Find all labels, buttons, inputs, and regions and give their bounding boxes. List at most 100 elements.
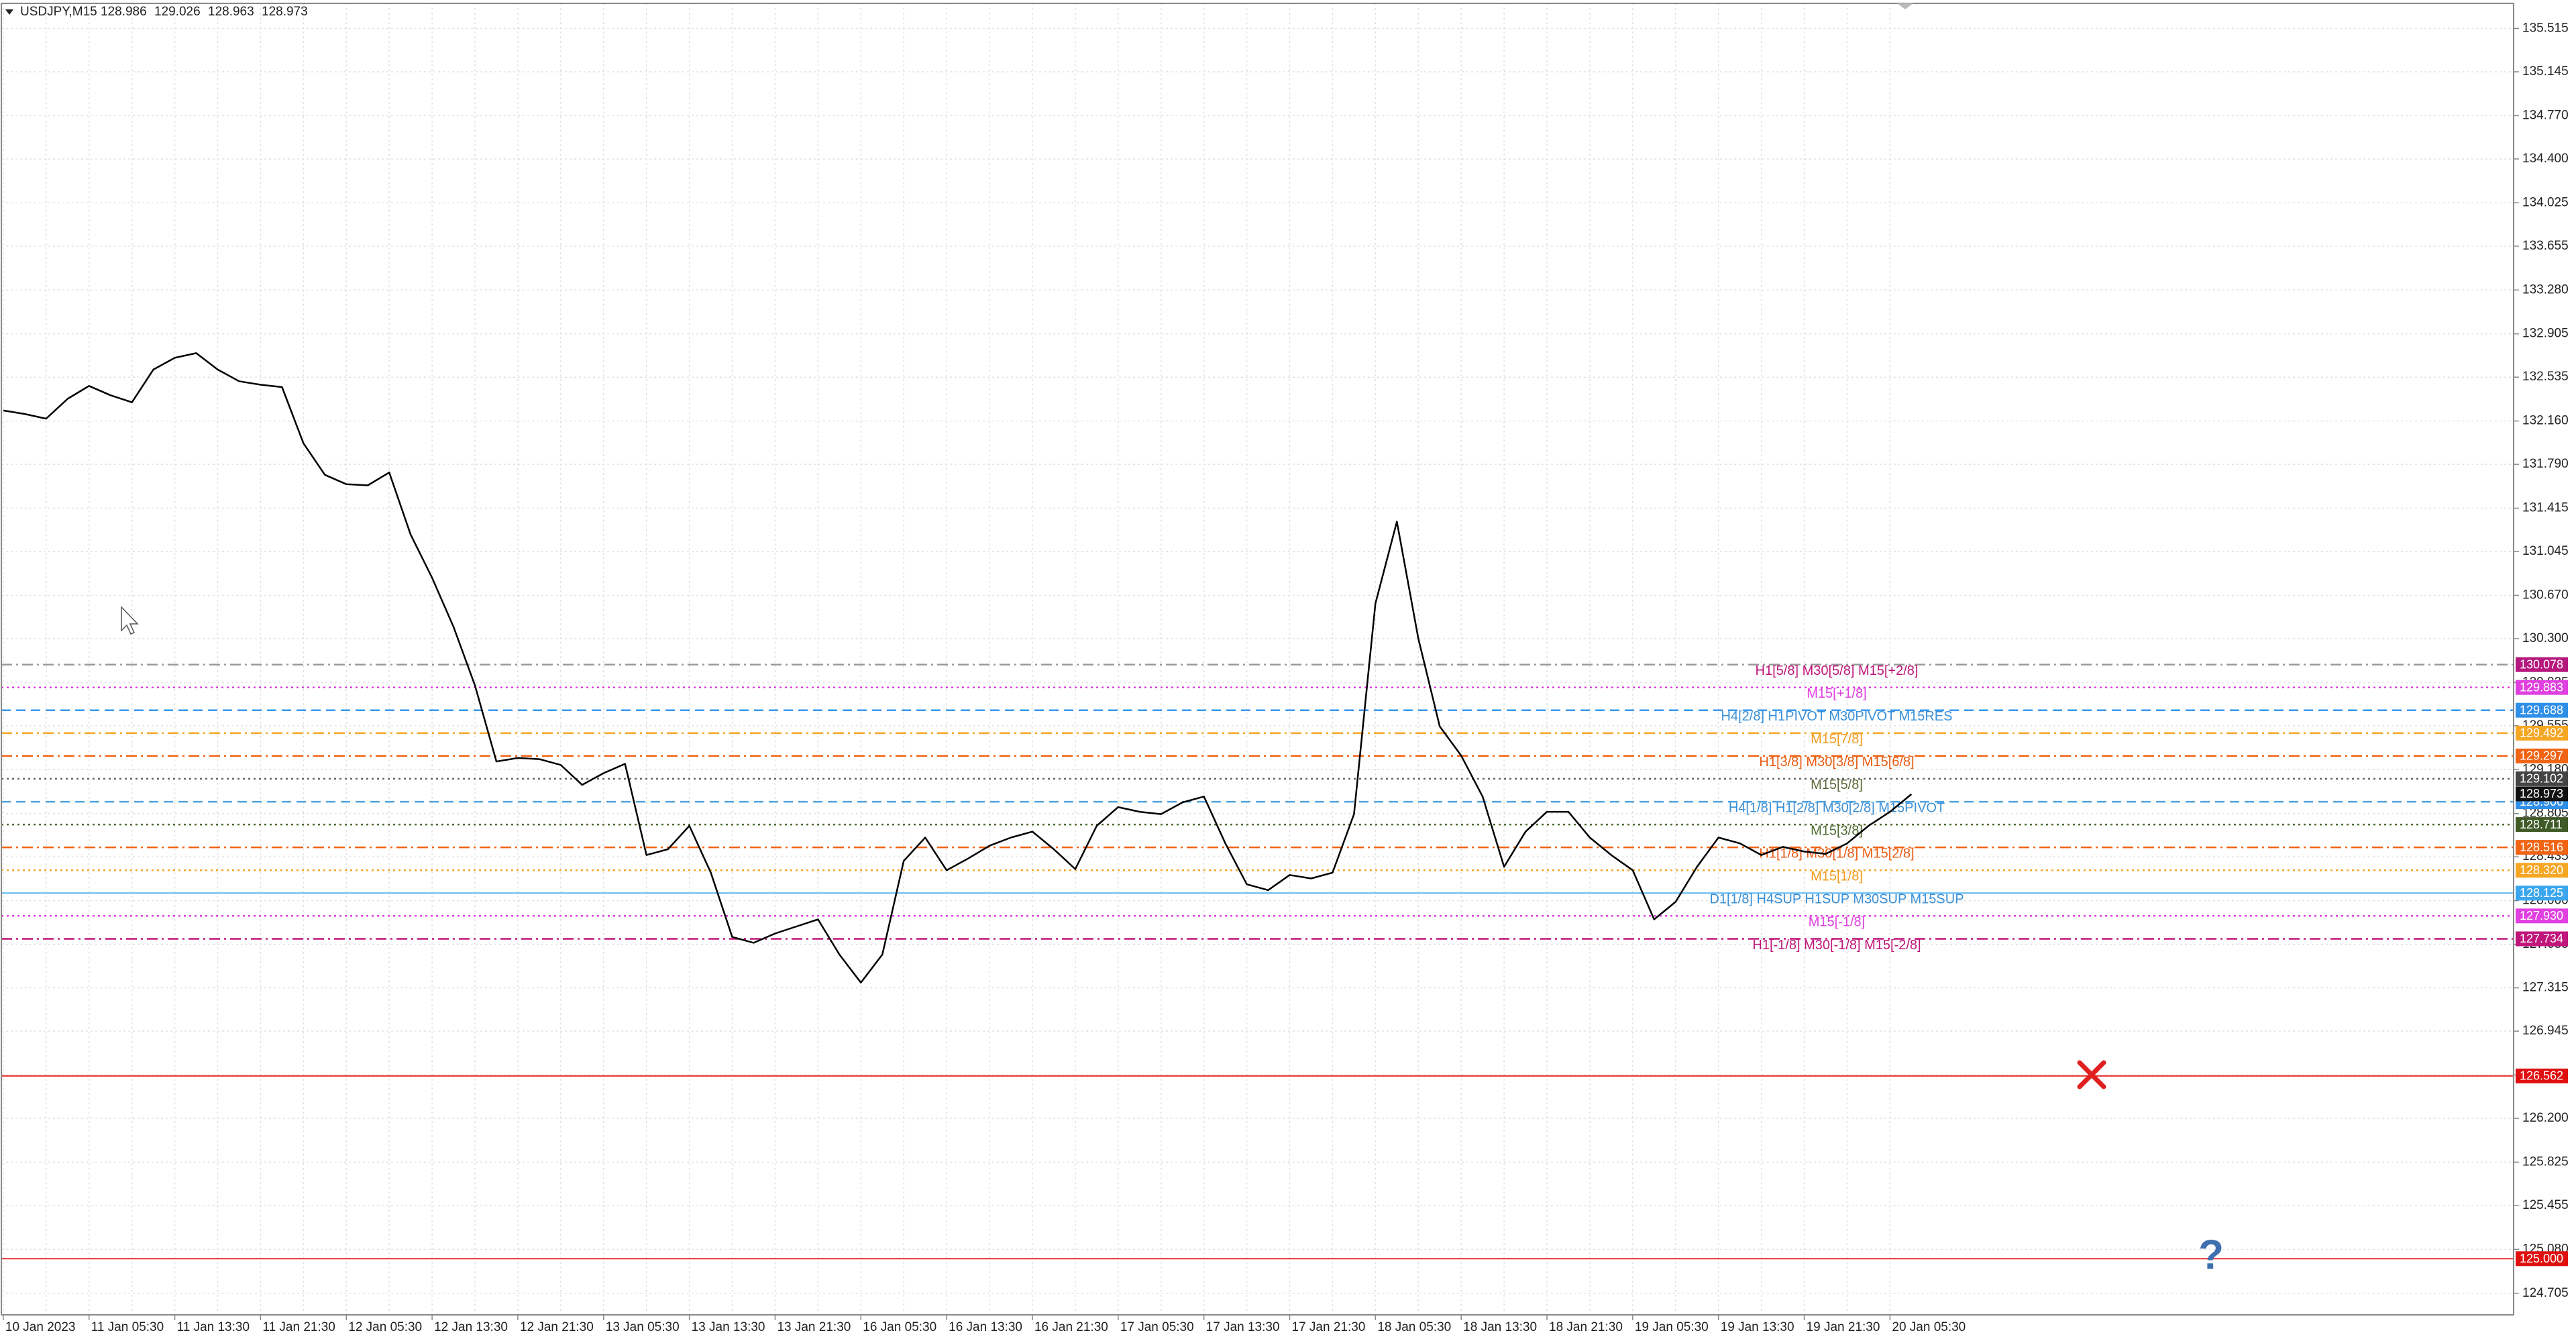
y-tick-label: 130.670 [2522, 588, 2569, 602]
close-marker[interactable] [2077, 1060, 2106, 1089]
level-label: H1[5/8] M30[5/8] M15[+2/8] [1756, 663, 1919, 678]
help-glyph[interactable]: ? [2198, 1232, 2224, 1278]
help-icon[interactable]: ? [2198, 1232, 2224, 1278]
symbol-title: USDJPY,M15 [20, 5, 97, 19]
level-tag-label: 129.297 [2520, 749, 2563, 763]
level-tag [2516, 817, 2568, 833]
symbol-menu-arrow[interactable] [5, 9, 13, 15]
x-tick-label: 20 Jan 05:30 [1892, 1320, 1966, 1334]
y-tick-label: 133.655 [2522, 239, 2569, 253]
level-tag-label: 125.000 [2520, 1252, 2563, 1265]
level-label: H1[3/8] M30[3/8] M15[6/8] [1759, 755, 1914, 769]
levels: H1[5/8] M30[5/8] M15[+2/8] M15[+1/8] H4[2/… [1, 663, 2514, 1260]
level-tag [2516, 886, 2568, 901]
x-tick-label: 17 Jan 13:30 [1206, 1320, 1280, 1334]
level-tag [2516, 748, 2568, 763]
x-tick-label: 13 Jan 05:30 [606, 1320, 680, 1334]
y-tick-label: 132.160 [2522, 414, 2569, 428]
price-tag [2516, 786, 2568, 802]
level-tag [2516, 657, 2568, 672]
y-tick-label: 124.705 [2522, 1286, 2569, 1300]
y-tick-label: 133.280 [2522, 282, 2569, 297]
level-label: M15[-1/8] [1809, 915, 1865, 930]
level-label: H4[2/8] H1PIVOT M30PIVOT M15RES [1721, 709, 1953, 724]
x-tick-label: 11 Jan 05:30 [91, 1320, 164, 1334]
level-tag-label: 128.516 [2520, 841, 2563, 854]
y-tick-label: 126.200 [2522, 1111, 2569, 1125]
quote: 128.986 129.026 128.963 128.973 [101, 5, 308, 19]
x-tick-label: 11 Jan 21:30 [262, 1320, 335, 1334]
x-tick-label: 19 Jan 05:30 [1635, 1320, 1709, 1334]
level-tag-label: 127.930 [2520, 909, 2563, 922]
x-tick-label: 17 Jan 05:30 [1120, 1320, 1194, 1334]
level-label: M15[+1/8] [1807, 686, 1867, 701]
mouse-cursor [121, 606, 139, 635]
y-tick-label: 126.945 [2522, 1024, 2569, 1038]
quote-value: 128.973 [262, 5, 308, 19]
x-tick-label: 12 Jan 05:30 [348, 1320, 422, 1334]
x-tick-label: 11 Jan 13:30 [177, 1320, 250, 1334]
y-tick-label: 125.825 [2522, 1155, 2569, 1169]
level-tag [2516, 840, 2568, 855]
tags: 130.078 129.883 129.688 129.492 129.297 129.1… [2516, 657, 2568, 1267]
y-tick-label: 134.770 [2522, 108, 2569, 122]
scroll-marker [1897, 3, 1913, 9]
y-tick-label: 131.790 [2522, 457, 2569, 471]
quote-value: 128.986 [101, 5, 147, 19]
y-tick-label: 134.025 [2522, 195, 2569, 209]
y-tick-label: 131.045 [2522, 544, 2569, 558]
level-tag-label: 129.492 [2520, 727, 2563, 740]
level-tag [2516, 771, 2568, 786]
level-tag [2516, 725, 2568, 741]
level-label: M15[5/8] [1811, 778, 1863, 792]
level-label: H4[1/8] H1[2/8] M30[2/8] M15PIVOT [1729, 800, 1945, 815]
y-tick-label: 131.415 [2522, 501, 2569, 515]
x-tick-label: 16 Jan 13:30 [949, 1320, 1022, 1334]
level-tag-label: 128.125 [2520, 886, 2563, 900]
x-tick-label: 18 Jan 21:30 [1549, 1320, 1623, 1334]
price-line [3, 352, 1913, 983]
level-tag-label: 129.688 [2520, 703, 2563, 716]
level-label: M15[1/8] [1811, 869, 1863, 884]
y-tick-label: 125.455 [2522, 1198, 2569, 1212]
level-tag-label: 129.883 [2520, 680, 2563, 694]
level-tag-label: 129.102 [2520, 772, 2563, 786]
x-tick-label: 19 Jan 21:30 [1807, 1320, 1880, 1334]
y-tick-label: 130.300 [2522, 631, 2569, 645]
y-tick-label: 132.905 [2522, 327, 2569, 341]
level-tag [2516, 1068, 2568, 1083]
level-tag-label: 127.734 [2520, 932, 2563, 945]
price-tag-label: 128.973 [2520, 787, 2563, 800]
level-label: M15[3/8] [1811, 823, 1863, 838]
y-tick-label: 135.145 [2522, 64, 2569, 78]
level-label: M15[7/8] [1811, 732, 1863, 747]
x-tick-label: 18 Jan 13:30 [1463, 1320, 1537, 1334]
level-tag [2516, 863, 2568, 878]
level-tag-label: 128.711 [2520, 818, 2563, 831]
level-label: D1[1/8] H4SUP H1SUP M30SUP M15SUP [1709, 892, 1964, 907]
y-tick-label: 127.315 [2522, 981, 2569, 995]
level-tag [2516, 680, 2568, 695]
level-tag [2516, 1251, 2568, 1267]
grid [1, 3, 2514, 1315]
axis: 135.515 135.145 134.770 134.400 134.025 133.6… [3, 21, 2569, 1334]
level-tag [2516, 908, 2568, 924]
level-label: H1[-1/8] M30[-1/8] M15[-2/8] [1752, 938, 1921, 953]
x-tick-label: 13 Jan 13:30 [692, 1320, 765, 1334]
x-tick-label: 12 Jan 13:30 [434, 1320, 508, 1334]
quote-value: 128.963 [208, 5, 254, 19]
level-tag [2516, 931, 2568, 947]
x-tick-label: 19 Jan 13:30 [1721, 1320, 1794, 1334]
quote-value: 129.026 [154, 5, 201, 19]
x-tick-label: 16 Jan 21:30 [1034, 1320, 1108, 1334]
x-tick-label: 12 Jan 21:30 [520, 1320, 594, 1334]
level-tag [2516, 702, 2568, 718]
series [3, 352, 1913, 983]
y-tick-label: 134.400 [2522, 152, 2569, 166]
x-tick-label: 18 Jan 05:30 [1377, 1320, 1451, 1334]
level-tag-label: 126.562 [2520, 1069, 2563, 1083]
x-tick-label: 17 Jan 21:30 [1292, 1320, 1366, 1334]
